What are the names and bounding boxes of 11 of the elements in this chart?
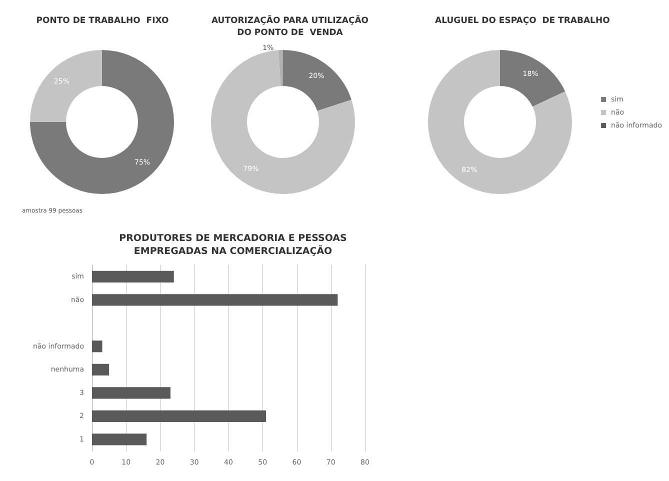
- bar: [92, 410, 266, 422]
- bar: [92, 294, 338, 306]
- chart-title: ALUGUEL DO ESPAÇO DE TRABALHO: [435, 16, 610, 26]
- chart-title: AUTORIZAÇÃO PARA UTILIZAÇÃO DO PONTO DE VENDA: [211, 15, 369, 38]
- bar: [92, 434, 147, 446]
- chart-title: PONTO DE TRABALHO FIXO: [36, 16, 169, 26]
- bar: [92, 340, 102, 352]
- bar: [92, 387, 170, 399]
- bar: [92, 364, 110, 376]
- chart-title: PRODUTORES DE MERCADORIA E PESSOAS EMPREGADAS NA COMERCIALIZAÇÃO: [119, 233, 348, 257]
- bar: [92, 270, 174, 282]
